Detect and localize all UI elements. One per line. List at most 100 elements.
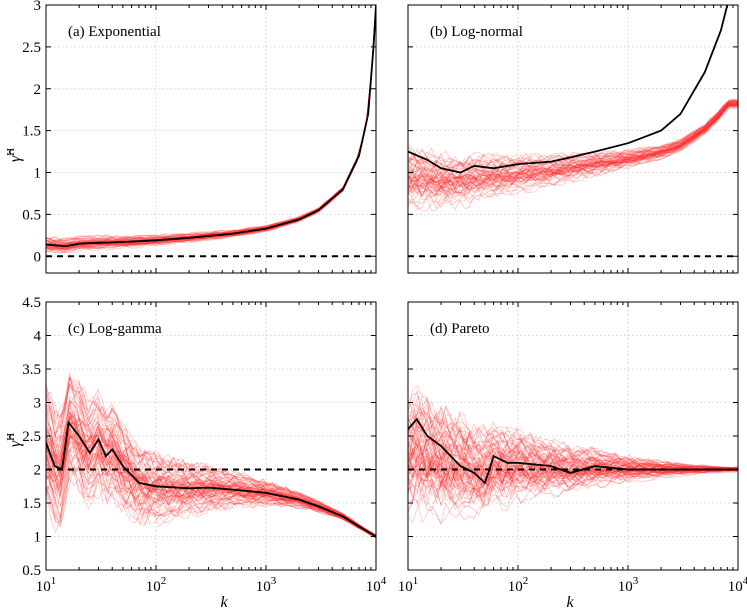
ensemble-path — [46, 5, 376, 248]
ensemble-path — [408, 432, 738, 478]
ensemble-path — [408, 415, 738, 470]
ensemble-path — [46, 382, 376, 536]
ensemble-path — [46, 453, 376, 538]
ensemble-path — [408, 101, 738, 184]
ensemble-path — [408, 427, 738, 470]
ensemble-path — [46, 5, 376, 248]
x-tick-label: 104 — [728, 575, 747, 595]
ensemble-path — [408, 417, 738, 470]
ensemble-path — [46, 454, 376, 538]
ensemble-path — [46, 5, 376, 251]
ensemble-path — [408, 105, 738, 196]
ensemble-path — [408, 100, 738, 175]
ensemble-path — [408, 460, 738, 496]
ensemble-path — [46, 5, 376, 250]
ensemble-path — [408, 467, 738, 502]
y-tick-label: 2 — [34, 463, 42, 479]
ensemble-path — [46, 6, 376, 253]
ensemble-path — [46, 5, 376, 250]
ensemble-path — [408, 99, 738, 172]
ensemble-path — [46, 412, 376, 537]
ensemble-path — [408, 105, 738, 212]
ensemble-path — [408, 397, 738, 469]
ensemble-path — [46, 5, 376, 243]
ensemble-path — [46, 5, 376, 246]
ensemble-path — [408, 457, 738, 496]
ensemble-path — [408, 470, 738, 509]
ensemble-path — [408, 104, 738, 202]
ensemble-path — [46, 442, 376, 538]
ensemble-path — [46, 5, 376, 251]
highlight-path — [46, 5, 376, 248]
ensemble-path — [46, 374, 376, 536]
ensemble-path — [408, 101, 738, 179]
plot-frame — [45, 4, 377, 274]
x-ticks: 101 102 103 104 — [36, 302, 387, 595]
ensemble-path — [46, 6, 376, 252]
ensemble-path — [408, 456, 738, 491]
y-tick-label: 4.5 — [22, 295, 41, 311]
y-tick-label: 3 — [34, 0, 42, 14]
ensemble-path — [408, 101, 738, 187]
ensemble-path — [46, 5, 376, 248]
ensemble-path — [408, 102, 738, 192]
ensemble-path — [408, 470, 738, 513]
ensemble-path — [408, 392, 738, 468]
ensemble-path — [46, 5, 376, 251]
ensemble-path — [46, 5, 376, 240]
ensemble-path — [46, 5, 376, 251]
ensemble-path — [408, 100, 738, 173]
ensemble-path — [46, 427, 376, 537]
ensemble-path — [408, 470, 738, 524]
ensemble-path — [46, 434, 376, 538]
ensemble-path — [46, 5, 376, 245]
ensemble-path — [46, 5, 376, 247]
panel-log-gamma: 0.5 1 1.5 2 2.5 3 3.5 4 4.5 101 102 103 104 (c) Log… — [22, 295, 387, 595]
y-tick-label: 2.5 — [22, 429, 41, 445]
ensemble-path — [408, 411, 738, 470]
panel-pareto: 101 102 103 104 (d) Pareto — [398, 301, 747, 595]
ensemble-path — [408, 401, 738, 470]
ensemble-path — [46, 5, 376, 242]
ensemble-path — [46, 467, 376, 538]
ensemble-path — [46, 6, 376, 254]
ensemble-path — [46, 457, 376, 538]
ensemble-path — [408, 102, 738, 178]
ensemble-path — [46, 5, 376, 241]
ensemble-path — [408, 452, 738, 491]
ensemble-path — [408, 422, 738, 470]
x-ticks: 101 102 103 104 — [398, 302, 747, 595]
ensemble-path — [408, 389, 738, 469]
ensemble-path — [46, 5, 376, 243]
ensemble-path — [408, 415, 738, 469]
ensemble-path — [46, 5, 376, 248]
x-tick-label: 102 — [146, 575, 167, 595]
ensemble-path — [46, 5, 376, 250]
ensemble-path — [408, 103, 738, 197]
ensemble-path — [408, 102, 738, 185]
ensemble-path — [46, 413, 376, 537]
ensemble-paths — [46, 5, 376, 254]
ensemble-path — [46, 5, 376, 250]
ensemble-path — [408, 102, 738, 190]
ensemble-path — [46, 400, 376, 537]
ensemble-path — [46, 5, 376, 249]
ensemble-path — [408, 103, 738, 188]
x-tick-label: 102 — [508, 575, 529, 595]
ensemble-path — [46, 414, 376, 537]
ensemble-path — [46, 6, 376, 251]
highlight-path — [46, 420, 376, 538]
ensemble-path — [46, 5, 376, 250]
y-tick-label: 0.5 — [22, 563, 41, 579]
ensemble-path — [408, 465, 738, 497]
ensemble-path — [408, 99, 738, 167]
panel-title: (d) Pareto — [430, 321, 490, 337]
ensemble-path — [46, 432, 376, 537]
ensemble-path — [46, 459, 376, 539]
y-tick-label: 3 — [34, 396, 42, 412]
ensemble-path — [46, 377, 376, 536]
ensemble-path — [408, 100, 738, 173]
ensemble-path — [408, 102, 738, 190]
ensemble-path — [46, 5, 376, 249]
ensemble-path — [408, 100, 738, 177]
